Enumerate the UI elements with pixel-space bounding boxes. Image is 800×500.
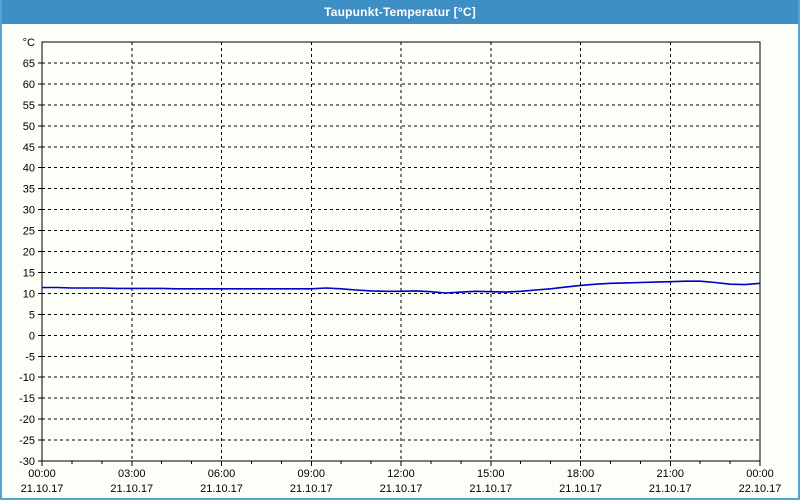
x-tick-time-label: 09:00	[297, 468, 325, 480]
y-tick-label: 50	[23, 121, 35, 133]
y-tick-label: 30	[23, 205, 35, 217]
y-tick-label: 45	[23, 142, 35, 154]
x-tick-date-label: 21.10.17	[200, 483, 243, 495]
x-tick-date-label: 21.10.17	[559, 483, 602, 495]
chart-host: 65 60 55 50 45 40 35 30 25 20 15 10 5 0 -5 -10 -15 -20 -25…	[2, 24, 798, 498]
y-tick-label: -10	[19, 372, 35, 384]
y-tick-label: 60	[23, 79, 35, 91]
x-tick-date-label: 22.10.17	[739, 483, 782, 495]
x-tick-date-label: 21.10.17	[21, 483, 64, 495]
title-bar: Taupunkt-Temperatur [°C]	[2, 0, 798, 24]
y-tick-label: 15	[23, 267, 35, 279]
y-tick-label: -30	[19, 456, 35, 468]
y-tick-label: 55	[23, 100, 35, 112]
x-tick-time-label: 06:00	[208, 468, 236, 480]
x-tick-date-label: 21.10.17	[290, 483, 333, 495]
x-tick-time-label: 00:00	[28, 468, 56, 480]
x-tick-date-label: 21.10.17	[649, 483, 692, 495]
dewpoint-chart: 65605550454035302520151050-5-10-15-20-25…	[19, 37, 782, 495]
y-tick-label: 25	[23, 226, 35, 238]
y-tick-label: 20	[23, 247, 35, 259]
x-tick-date-label: 21.10.17	[380, 483, 423, 495]
y-tick-label: -5	[25, 351, 35, 363]
x-tick-time-label: 15:00	[477, 468, 505, 480]
y-tick-label: 10	[23, 288, 35, 300]
chart-title: Taupunkt-Temperatur [°C]	[324, 5, 476, 19]
x-tick-time-label: 18:00	[567, 468, 595, 480]
y-tick-label: 40	[23, 163, 35, 175]
x-tick-time-label: 00:00	[746, 468, 774, 480]
y-tick-label: 65	[23, 58, 35, 70]
x-tick-time-label: 21:00	[656, 468, 684, 480]
y-tick-label: -25	[19, 435, 35, 447]
y-tick-label: 35	[23, 184, 35, 196]
y-tick-label: 5	[29, 309, 35, 321]
data-line	[42, 280, 761, 294]
y-tick-label: -20	[19, 414, 35, 426]
x-tick-time-label: 12:00	[387, 468, 415, 480]
y-axis-unit-label: °C	[23, 37, 35, 49]
x-tick-date-label: 21.10.17	[110, 483, 153, 495]
y-tick-label: 0	[29, 330, 35, 342]
y-tick-label: -15	[19, 393, 35, 405]
x-tick-date-label: 21.10.17	[469, 483, 512, 495]
x-tick-time-label: 03:00	[118, 468, 146, 480]
